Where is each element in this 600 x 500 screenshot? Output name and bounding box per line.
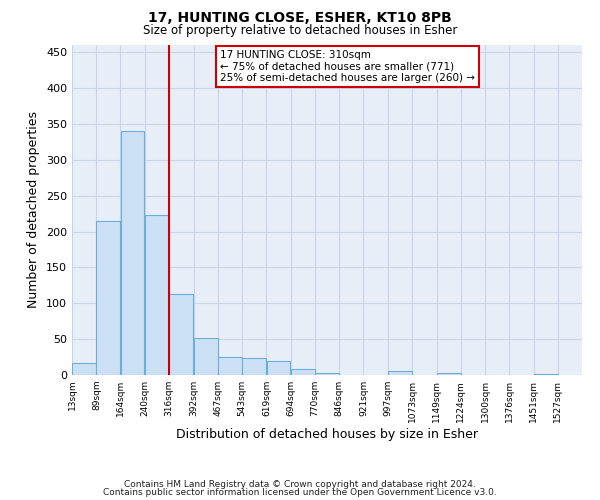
Bar (315, 373, 339, 375)
Text: 17 HUNTING CLOSE: 310sqm
← 75% of detached houses are smaller (771)
25% of semi-: 17 HUNTING CLOSE: 310sqm ← 75% of detach… (220, 50, 475, 83)
Bar (72, 363, 96, 375)
Bar (218, 357, 242, 375)
Text: Contains HM Land Registry data © Crown copyright and database right 2024.: Contains HM Land Registry data © Crown c… (124, 480, 476, 489)
Bar (121, 131, 145, 375)
Bar (194, 338, 218, 375)
Y-axis label: Number of detached properties: Number of detached properties (28, 112, 40, 308)
Bar (533, 374, 557, 375)
Text: 17, HUNTING CLOSE, ESHER, KT10 8PB: 17, HUNTING CLOSE, ESHER, KT10 8PB (148, 11, 452, 25)
Bar (242, 358, 266, 375)
Bar (145, 215, 169, 375)
Bar (169, 294, 193, 375)
Bar (97, 221, 121, 375)
Bar (290, 370, 314, 375)
Bar (388, 372, 412, 375)
X-axis label: Distribution of detached houses by size in Esher: Distribution of detached houses by size … (176, 428, 478, 440)
Bar (266, 360, 290, 375)
Text: Size of property relative to detached houses in Esher: Size of property relative to detached ho… (143, 24, 457, 37)
Bar (437, 373, 461, 375)
Text: Contains public sector information licensed under the Open Government Licence v3: Contains public sector information licen… (103, 488, 497, 497)
